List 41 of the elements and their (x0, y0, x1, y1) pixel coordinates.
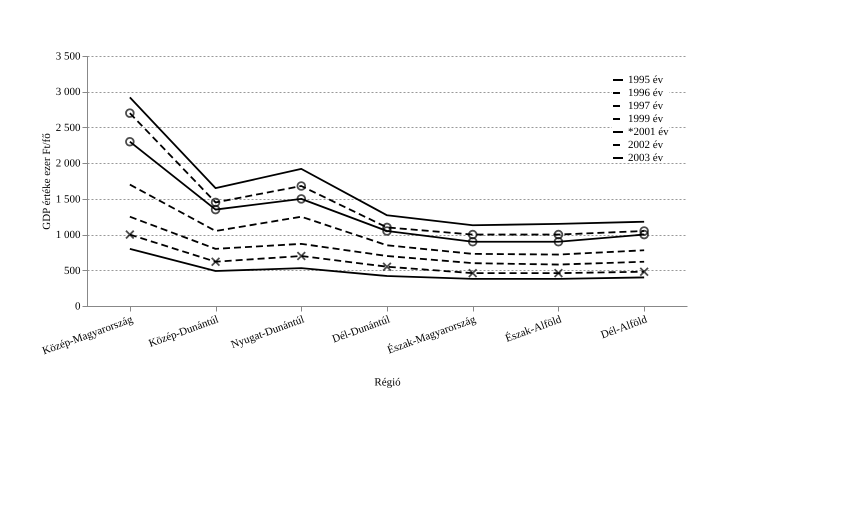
point (296, 181, 306, 191)
legend-label: *2001 év (628, 126, 670, 138)
point (296, 194, 306, 204)
y-tick-label: 2 500 (56, 122, 81, 134)
point (125, 108, 135, 118)
point (125, 136, 135, 146)
y-tick-label: 3 000 (56, 86, 81, 98)
point (210, 256, 220, 266)
point (554, 268, 564, 278)
y-tick-label: 500 (64, 264, 81, 277)
y-tick-label: 1 500 (56, 193, 81, 206)
point (639, 266, 649, 276)
point (125, 230, 135, 240)
point (554, 236, 564, 246)
y-tick-label: 2 000 (56, 158, 81, 170)
point (210, 198, 220, 208)
y-axis-title: GDP értéke ezer Ft/fő (40, 132, 53, 230)
point (296, 251, 306, 261)
legend-label: 1999 év (628, 113, 664, 125)
line-series (128, 184, 646, 256)
legend-label: 1997 év (628, 100, 664, 112)
point (554, 230, 564, 240)
x-axis-title: Régió (374, 376, 402, 388)
legend-label: 2002 év (628, 139, 664, 151)
legend-label: 2003 év (628, 152, 664, 164)
point (210, 204, 220, 214)
point (639, 226, 649, 236)
point (382, 226, 392, 236)
point (468, 230, 478, 240)
line-series (128, 216, 646, 266)
point (382, 262, 392, 272)
point (639, 230, 649, 240)
y-tick-label: 3 500 (56, 50, 81, 62)
point (468, 236, 478, 246)
line-series (128, 248, 646, 280)
y-tick-label: 1 000 (56, 229, 81, 242)
point (468, 268, 478, 278)
legend-label: 1995 év (628, 74, 664, 86)
y-tick-label: 0 (75, 300, 81, 312)
point (382, 222, 392, 232)
legend-label: 1996 év (628, 87, 664, 99)
